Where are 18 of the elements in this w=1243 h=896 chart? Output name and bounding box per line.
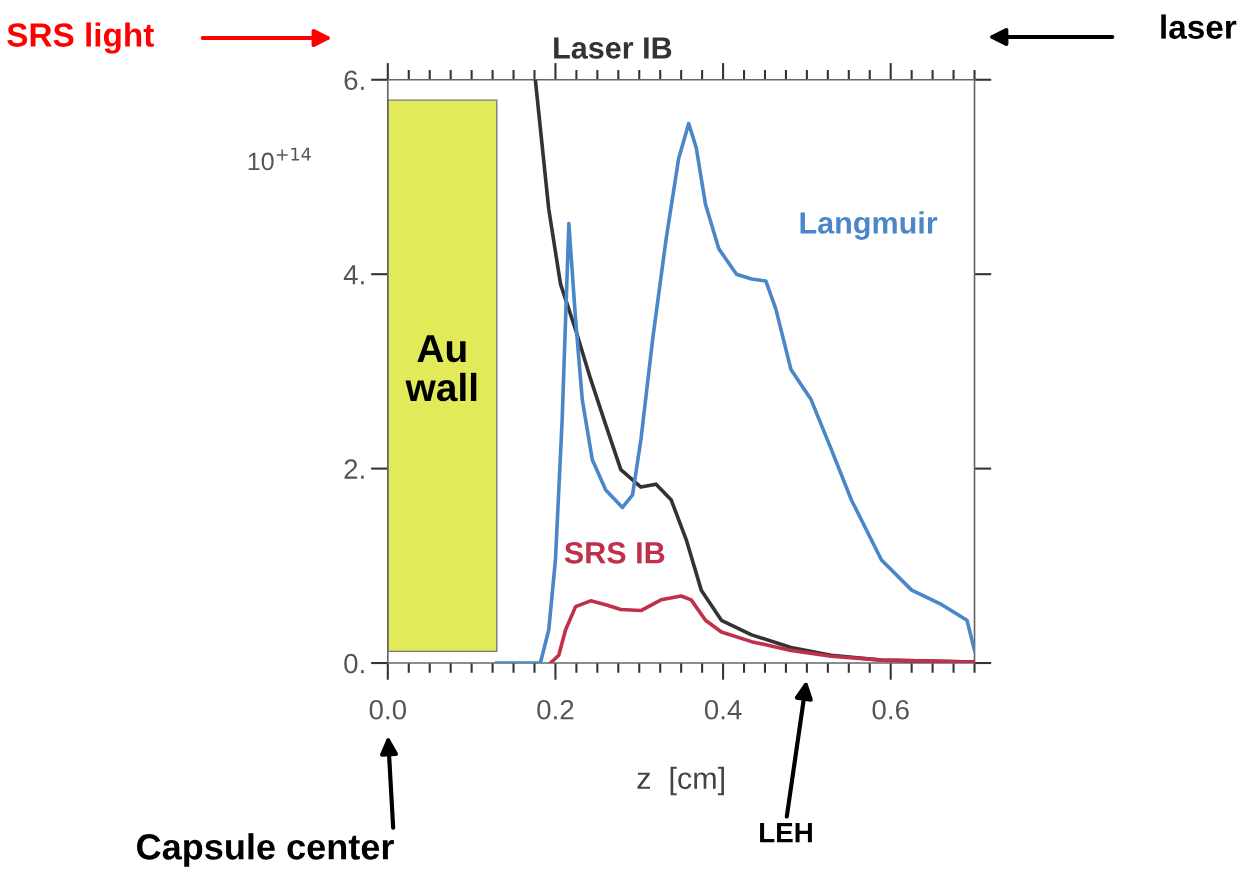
x-axis-title: z [cm] [637,766,724,796]
x-tick-label: 0.6 [872,699,909,720]
text: Capsule center [137,833,394,867]
x-tick-label: 0.0 [369,699,407,720]
x-tick-label: 0.4 [704,699,742,720]
series-label: Langmuir [800,211,938,240]
text: SRS light [7,22,154,54]
series-label: SRS IB [564,542,665,564]
text: LEH [760,823,812,843]
band-label: Au wall [405,335,477,402]
x-tick-label: 0.2 [537,699,574,720]
text: laser [1161,14,1237,39]
y-tick-label: 2. [344,459,364,479]
y-axis-title: 10$^{+14}$ [248,147,311,171]
series-label: Laser IB [554,37,672,59]
y-tick-label: 6. [344,70,364,91]
y-tick-label: 4. [343,265,364,285]
y-tick-label: 0. [344,653,364,674]
